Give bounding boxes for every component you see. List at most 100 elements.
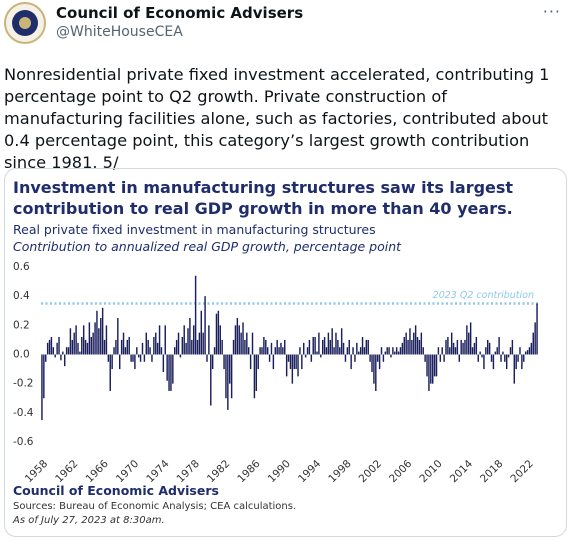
- bar: [109, 354, 111, 391]
- avatar[interactable]: [4, 2, 46, 44]
- x-tick-label: 2014: [448, 458, 476, 486]
- bar: [289, 354, 292, 370]
- y-axis-label: Contribution to annualized real GDP grow…: [13, 239, 402, 254]
- bar: [477, 354, 479, 362]
- bar: [487, 339, 489, 355]
- bar: [405, 332, 407, 355]
- bar: [166, 354, 168, 381]
- bar: [141, 342, 144, 355]
- more-button[interactable]: ···: [542, 2, 561, 21]
- bar: [75, 325, 77, 355]
- bar: [134, 354, 136, 370]
- bar: [447, 337, 449, 355]
- bar: [509, 347, 512, 355]
- bar: [181, 337, 184, 355]
- bar: [183, 325, 185, 355]
- bar: [500, 354, 502, 362]
- bar: [348, 339, 350, 355]
- bar: [505, 354, 508, 370]
- chart-footer: Council of Economic Advisers: [13, 483, 219, 498]
- bar: [259, 347, 261, 355]
- bar: [217, 310, 220, 355]
- bar: [394, 351, 396, 355]
- reference-label: 2023 Q2 contribution: [433, 290, 534, 301]
- bar: [147, 339, 149, 355]
- bar: [238, 325, 240, 355]
- bar: [430, 354, 432, 384]
- bar: [492, 354, 495, 370]
- bar: [352, 347, 354, 355]
- bar: [356, 342, 358, 355]
- bar: [211, 354, 214, 370]
- bar: [111, 354, 113, 370]
- bar: [513, 354, 516, 384]
- bar: [375, 354, 377, 391]
- bar: [227, 354, 229, 410]
- bar: [158, 325, 161, 355]
- bar: [422, 347, 424, 355]
- bar: [115, 339, 117, 355]
- bar: [215, 313, 218, 355]
- bar: [464, 339, 466, 355]
- bar: [244, 339, 246, 355]
- bar: [128, 337, 130, 355]
- bar: [456, 339, 459, 355]
- bar: [162, 354, 165, 372]
- bar: [339, 347, 341, 355]
- bar: [206, 354, 208, 362]
- x-tick-label: 2018: [478, 458, 505, 485]
- bar: [293, 354, 295, 370]
- bar: [242, 322, 244, 355]
- bar: [342, 342, 345, 355]
- bar: [202, 332, 204, 355]
- x-tick-label: 1982: [205, 458, 232, 485]
- bar: [504, 354, 506, 362]
- bar: [58, 337, 60, 355]
- bar: [519, 347, 521, 355]
- bar: [170, 354, 172, 391]
- bar: [107, 354, 110, 362]
- chart-title: Investment in manufacturing structures s…: [13, 178, 514, 218]
- user-name[interactable]: Council of Economic Advisers: [56, 4, 304, 22]
- bar: [433, 354, 436, 377]
- bar: [172, 354, 174, 384]
- bar: [380, 347, 383, 355]
- bar: [297, 354, 299, 377]
- bar: [56, 342, 58, 355]
- bar: [392, 347, 394, 355]
- bar: [92, 332, 94, 355]
- x-tick-label: 2010: [417, 458, 444, 485]
- bar: [445, 339, 447, 355]
- bar: [113, 347, 115, 355]
- x-tick-label: 1994: [296, 458, 324, 486]
- bar: [466, 325, 468, 355]
- bar: [177, 332, 180, 355]
- bar: [79, 351, 81, 355]
- chart-source: Sources: Bureau of Economic Analysis; CE…: [13, 501, 297, 512]
- bar: [94, 322, 96, 355]
- bar: [367, 339, 369, 355]
- bar: [373, 354, 375, 384]
- chart-card[interactable]: Investment in manufacturing structures s…: [4, 168, 567, 537]
- bar: [462, 342, 464, 355]
- bar: [81, 337, 83, 355]
- bar: [337, 339, 339, 355]
- bar: [50, 337, 53, 355]
- bar: [295, 354, 297, 370]
- bar: [511, 339, 514, 355]
- bar: [45, 354, 47, 362]
- x-tick-label: 1958: [23, 458, 50, 485]
- bar: [196, 339, 199, 355]
- bar: [350, 354, 352, 370]
- bar: [204, 296, 206, 355]
- bar: [325, 347, 328, 355]
- user-handle[interactable]: @WhiteHouseCEA: [56, 24, 183, 40]
- bar: [282, 347, 284, 355]
- bar: [318, 332, 320, 355]
- bar: [496, 347, 498, 355]
- bar: [306, 347, 309, 355]
- bar: [485, 347, 487, 355]
- bar: [441, 347, 443, 355]
- bar: [230, 354, 233, 399]
- bar: [139, 354, 142, 362]
